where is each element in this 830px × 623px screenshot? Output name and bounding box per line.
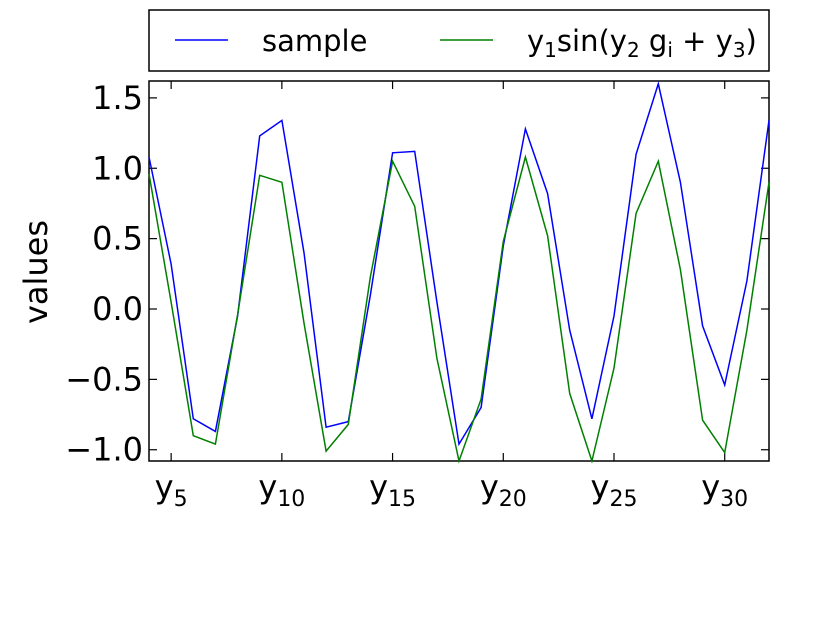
x-tick-label: y10 — [258, 468, 305, 512]
series-line-formula — [148, 154, 770, 464]
y-tick-label: 0.5 — [92, 220, 143, 258]
x-tick-label: y5 — [155, 468, 188, 512]
y-tick-label: 1.0 — [92, 149, 143, 187]
legend-label-sample: sample — [262, 24, 367, 58]
x-tick-label: y20 — [480, 468, 527, 512]
axis-ticks: −1.0 −0.5 0.0 0.5 1.0 1.5 y5 y10 y15 y20 y25 y30 — [65, 79, 769, 512]
y-tick-label: −0.5 — [65, 360, 143, 398]
legend: sample y1sin(y2 gi + y3) — [148, 9, 770, 72]
plot-area — [148, 80, 770, 462]
y-tick-label: −1.0 — [65, 431, 143, 469]
y-tick-label: 1.5 — [92, 79, 143, 117]
y-axis-label: values — [17, 220, 55, 324]
data-series — [148, 80, 770, 464]
series-line-sample — [148, 80, 770, 447]
y-tick-label: 0.0 — [92, 290, 143, 328]
x-tick-label: y15 — [369, 468, 416, 512]
legend-label-formula: y1sin(y2 gi + y3) — [527, 24, 757, 62]
x-tick-label: y30 — [701, 468, 748, 512]
x-tick-label: y25 — [591, 468, 638, 512]
